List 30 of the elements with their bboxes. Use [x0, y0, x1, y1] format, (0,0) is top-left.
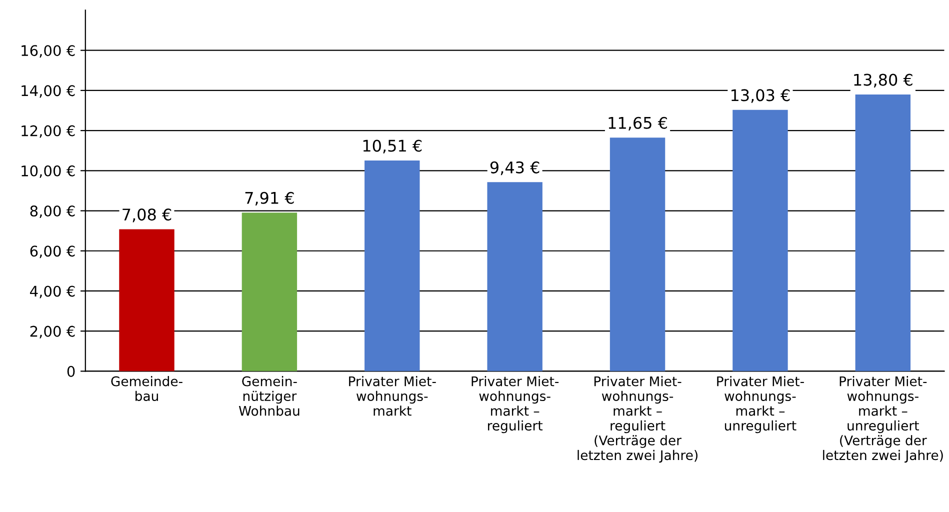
- bar: [242, 212, 298, 372]
- bar: [364, 160, 420, 372]
- data-label: 7,08 €: [122, 208, 172, 222]
- bar: [119, 229, 174, 372]
- y-tick-label: 2,00 €: [30, 326, 75, 338]
- data-label: 13,03 €: [731, 89, 790, 103]
- x-tick-label: Privater Miet- wohnungs- markt: [349, 376, 436, 416]
- y-tick-label: 14,00 €: [22, 85, 75, 98]
- bar: [855, 94, 911, 372]
- data-label: 10,51 €: [363, 140, 422, 154]
- y-tick-label: 0: [67, 366, 75, 377]
- x-tick-label: Privater Miet- wohnungs- markt – unreguliert: [717, 376, 804, 434]
- y-tick-label: 12,00 €: [22, 125, 75, 138]
- bar: [732, 110, 788, 372]
- bar: [610, 138, 666, 372]
- y-tick-label: 4,00 €: [30, 286, 75, 298]
- x-tick-label: Privater Miet- wohnungs- markt – unreguliert (Verträge der letzten zwei Jahre): [823, 376, 943, 463]
- x-tick-label: Privater Miet- wohnungs- markt – reguliert: [472, 376, 559, 434]
- data-label: 9,43 €: [490, 161, 540, 176]
- y-tick-label: 6,00 €: [30, 246, 75, 258]
- bar: [487, 182, 542, 372]
- data-label: 13,80 €: [854, 74, 912, 88]
- x-tick-label: Privater Miet- wohnungs- markt – reguliert (Verträge der letzten zwei Jahre): [578, 376, 698, 463]
- y-tick-label: 8,00 €: [30, 205, 75, 218]
- y-tick-label: 10,00 €: [22, 165, 75, 178]
- data-label: 11,65 €: [608, 116, 667, 131]
- y-tick-label: 16,00 €: [22, 45, 75, 58]
- x-tick-label: Gemeinde- bau: [111, 376, 182, 402]
- x-tick-label: Gemein- nütziger Wohnbau: [238, 376, 300, 416]
- data-label: 7,91 €: [245, 192, 294, 206]
